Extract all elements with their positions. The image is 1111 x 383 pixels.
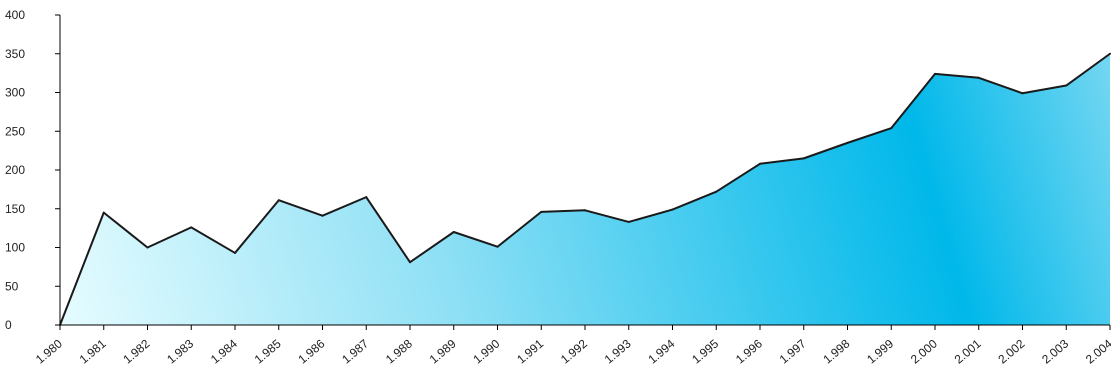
- x-tick-label: 1.996: [733, 336, 765, 366]
- x-tick-label: 2.001: [952, 336, 984, 366]
- y-tick-label: 300: [5, 86, 25, 100]
- area-fill: [60, 53, 1110, 325]
- data-point-1.987: [365, 196, 368, 199]
- data-point-1.999: [890, 127, 893, 130]
- data-point-1.983: [190, 226, 193, 229]
- x-tick-label: 1.989: [427, 336, 459, 366]
- y-tick-labels: 0 50 100 150 200 250 300 350 400: [5, 8, 60, 332]
- x-tick-label: 1.992: [558, 336, 590, 366]
- y-tick-label: 350: [5, 47, 25, 61]
- data-point-1.991: [540, 210, 543, 213]
- data-point-1.981: [102, 211, 105, 214]
- data-point-1.993: [627, 220, 630, 223]
- x-tick-label: 1.995: [689, 336, 721, 366]
- y-tick-label: 0: [5, 318, 12, 332]
- data-point-1.995: [715, 190, 718, 193]
- y-tick-label: 250: [5, 124, 25, 138]
- data-point-1.986: [321, 214, 324, 217]
- data-point-1.988: [409, 261, 411, 264]
- x-tick-label: 2.000: [908, 336, 940, 366]
- x-tick-label: 1.980: [33, 336, 65, 366]
- x-tick-labels: 1.980 1.981 1.982 1.983 1.984 1.985 1.986 1.987…: [33, 325, 1111, 367]
- x-tick-label: 1.981: [77, 336, 109, 366]
- y-tick-label: 100: [5, 241, 25, 255]
- data-point-2.000: [934, 72, 936, 75]
- x-tick-label: 2.004: [1083, 336, 1111, 366]
- y-tick-label: 200: [5, 163, 25, 177]
- data-point-2.001: [977, 76, 980, 79]
- y-tick-label: 150: [5, 202, 25, 216]
- x-tick-label: 1.999: [864, 336, 896, 366]
- x-tick-label: 1.997: [777, 336, 809, 366]
- data-point-2.002: [1021, 92, 1024, 95]
- x-tick-label: 1.982: [120, 336, 152, 366]
- data-point-2.003: [1065, 84, 1068, 87]
- x-tick-label: 1.998: [820, 336, 852, 366]
- data-point-1.990: [496, 245, 499, 248]
- x-tick-label: 1.991: [514, 336, 546, 366]
- x-tick-label: 2.003: [1039, 336, 1071, 366]
- data-point-1.982: [146, 246, 149, 249]
- data-point-1.998: [846, 141, 849, 144]
- data-point-1.985: [277, 199, 280, 202]
- data-point-1.994: [671, 208, 674, 211]
- y-tick-label: 50: [5, 279, 19, 293]
- x-tick-label: 1.987: [339, 336, 371, 366]
- y-tick-label: 400: [5, 8, 25, 22]
- x-tick-label: 1.985: [252, 336, 284, 366]
- series-line: [59, 52, 1111, 326]
- data-point-1.992: [584, 209, 586, 212]
- x-tick-label: 1.986: [295, 336, 327, 366]
- area-series: [60, 53, 1110, 325]
- x-tick-label: 2.002: [995, 336, 1027, 366]
- x-tick-label: 1.984: [208, 336, 240, 366]
- x-tick-label: 1.990: [470, 336, 502, 366]
- data-point-1.984: [234, 251, 236, 254]
- data-point-1.997: [802, 157, 805, 160]
- x-tick-label: 1.993: [602, 336, 634, 366]
- data-point-1.989: [452, 231, 455, 233]
- x-tick-label: 1.988: [383, 336, 415, 366]
- x-tick-label: 1.983: [164, 336, 196, 366]
- data-point-1.996: [759, 162, 761, 165]
- x-tick-label: 1.994: [645, 336, 677, 366]
